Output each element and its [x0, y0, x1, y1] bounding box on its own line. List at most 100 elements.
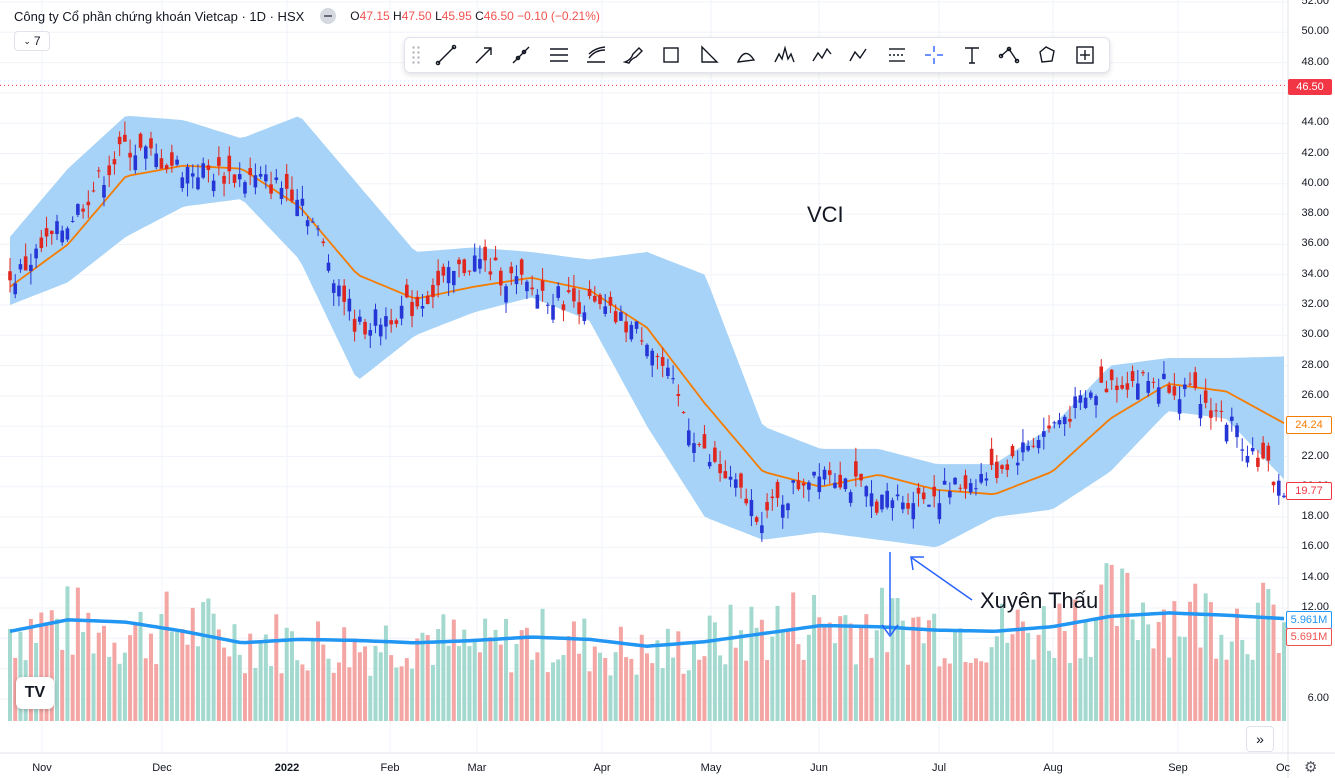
pitchfork-icon[interactable] [583, 42, 609, 68]
candle-body [551, 305, 555, 320]
volume-bar [300, 664, 305, 721]
candle-body [624, 321, 628, 333]
candle-body [660, 357, 665, 366]
candle-body [1209, 410, 1213, 418]
volume-bar [305, 670, 310, 721]
minus-icon[interactable] [320, 8, 337, 24]
text-icon[interactable] [959, 42, 985, 68]
scroll-to-realtime-button[interactable]: » [1246, 726, 1274, 752]
volume-bar [493, 629, 498, 721]
candle-body [1073, 396, 1077, 408]
candle-body [1068, 418, 1072, 422]
candle-body [39, 237, 44, 249]
candle-body [1172, 386, 1177, 396]
volume-bar [96, 632, 101, 721]
volume-bar [859, 626, 864, 721]
volume-bar [895, 598, 900, 721]
gear-icon[interactable]: ⚙ [1304, 759, 1318, 776]
volume-bar [331, 672, 336, 721]
tradingview-logo[interactable]: TV [16, 677, 54, 709]
candle-body [253, 175, 258, 188]
candle-body [509, 266, 514, 274]
head-shoulders-icon[interactable] [771, 42, 797, 68]
curve-icon[interactable] [733, 42, 759, 68]
volume-bar [1255, 602, 1260, 721]
candle-body [342, 285, 346, 302]
volume-bar [39, 612, 44, 721]
volume-bar [65, 586, 70, 721]
annotation-arrow-head [910, 556, 924, 571]
volume-bar [206, 598, 211, 721]
volume-bar [592, 646, 597, 721]
triangle-icon[interactable] [696, 42, 722, 68]
ray-icon[interactable] [508, 42, 534, 68]
candle-body [760, 525, 764, 534]
symbol-title[interactable]: Công ty Cổ phần chứng khoán Vietcap · 1D… [14, 8, 305, 24]
volume-bar [1094, 617, 1099, 721]
arrow-icon[interactable] [471, 42, 497, 68]
candle-body [1089, 392, 1093, 398]
volume-bar [1099, 584, 1104, 721]
volume-bar [1031, 659, 1036, 721]
candle-body [566, 290, 571, 293]
volume-bar [942, 658, 947, 721]
volume-bar [958, 628, 963, 721]
path-icon[interactable] [996, 42, 1022, 68]
candle-body [170, 152, 174, 166]
volume-bar [1114, 625, 1119, 721]
candle-body [117, 136, 122, 145]
volume-bar [1167, 657, 1172, 721]
volume-bar [645, 653, 649, 721]
volume-bar [937, 666, 942, 721]
volume-bar [994, 636, 999, 721]
candle-body [1026, 445, 1030, 451]
volume-bar [744, 660, 749, 721]
candle-body [389, 320, 393, 325]
price-tag: 46.50 [1288, 79, 1332, 95]
time-tick-label: Mar [467, 762, 487, 774]
drawing-toolbar [404, 37, 1110, 73]
abcd-pattern-icon[interactable] [846, 42, 872, 68]
polyline-icon[interactable] [1034, 42, 1060, 68]
candle-body [1271, 481, 1276, 486]
volume-bar [1109, 564, 1114, 721]
candle-body [175, 159, 179, 165]
volume-bar [639, 634, 644, 721]
volume-bar [164, 591, 169, 721]
crosshair-icon[interactable] [921, 42, 947, 68]
volume-bar [347, 667, 352, 721]
volume-bar [1172, 601, 1177, 721]
time-tick-label: Apr [593, 762, 611, 774]
price-tick-label: 18.00 [1301, 510, 1329, 523]
elliott-wave-icon[interactable] [809, 42, 835, 68]
volume-bar [389, 655, 394, 721]
drag-grip-icon[interactable] [411, 45, 421, 65]
penetration-annotation: Xuyên Thấu [980, 588, 1099, 613]
volume-bar [686, 670, 691, 721]
candle-body [499, 270, 503, 286]
volume-bar [707, 615, 712, 721]
brush-icon[interactable] [621, 42, 647, 68]
volume-bar [49, 610, 54, 721]
chart-header: Công ty Cổ phần chứng khoán Vietcap · 1D… [14, 8, 600, 24]
volume-bar [70, 654, 75, 721]
price-tick-label: 22.00 [1301, 449, 1329, 462]
parallel-channel-icon[interactable] [546, 42, 572, 68]
fib-retracement-icon[interactable] [884, 42, 910, 68]
candle-body [18, 264, 23, 270]
volume-bar [451, 619, 456, 721]
candle-body [331, 283, 336, 293]
indicators-toggle[interactable]: ⌄ 7 [14, 31, 50, 51]
trend-line-icon[interactable] [433, 42, 459, 68]
rectangle-icon[interactable] [658, 42, 684, 68]
volume-bar [524, 627, 529, 721]
volume-bar [759, 619, 764, 721]
candle-body [138, 133, 143, 148]
volume-bar [843, 615, 848, 721]
candle-body [1219, 410, 1224, 412]
volume-bar [665, 628, 670, 721]
measure-icon[interactable] [1072, 42, 1098, 68]
candle-body [587, 288, 592, 297]
volume-bar [175, 630, 180, 721]
